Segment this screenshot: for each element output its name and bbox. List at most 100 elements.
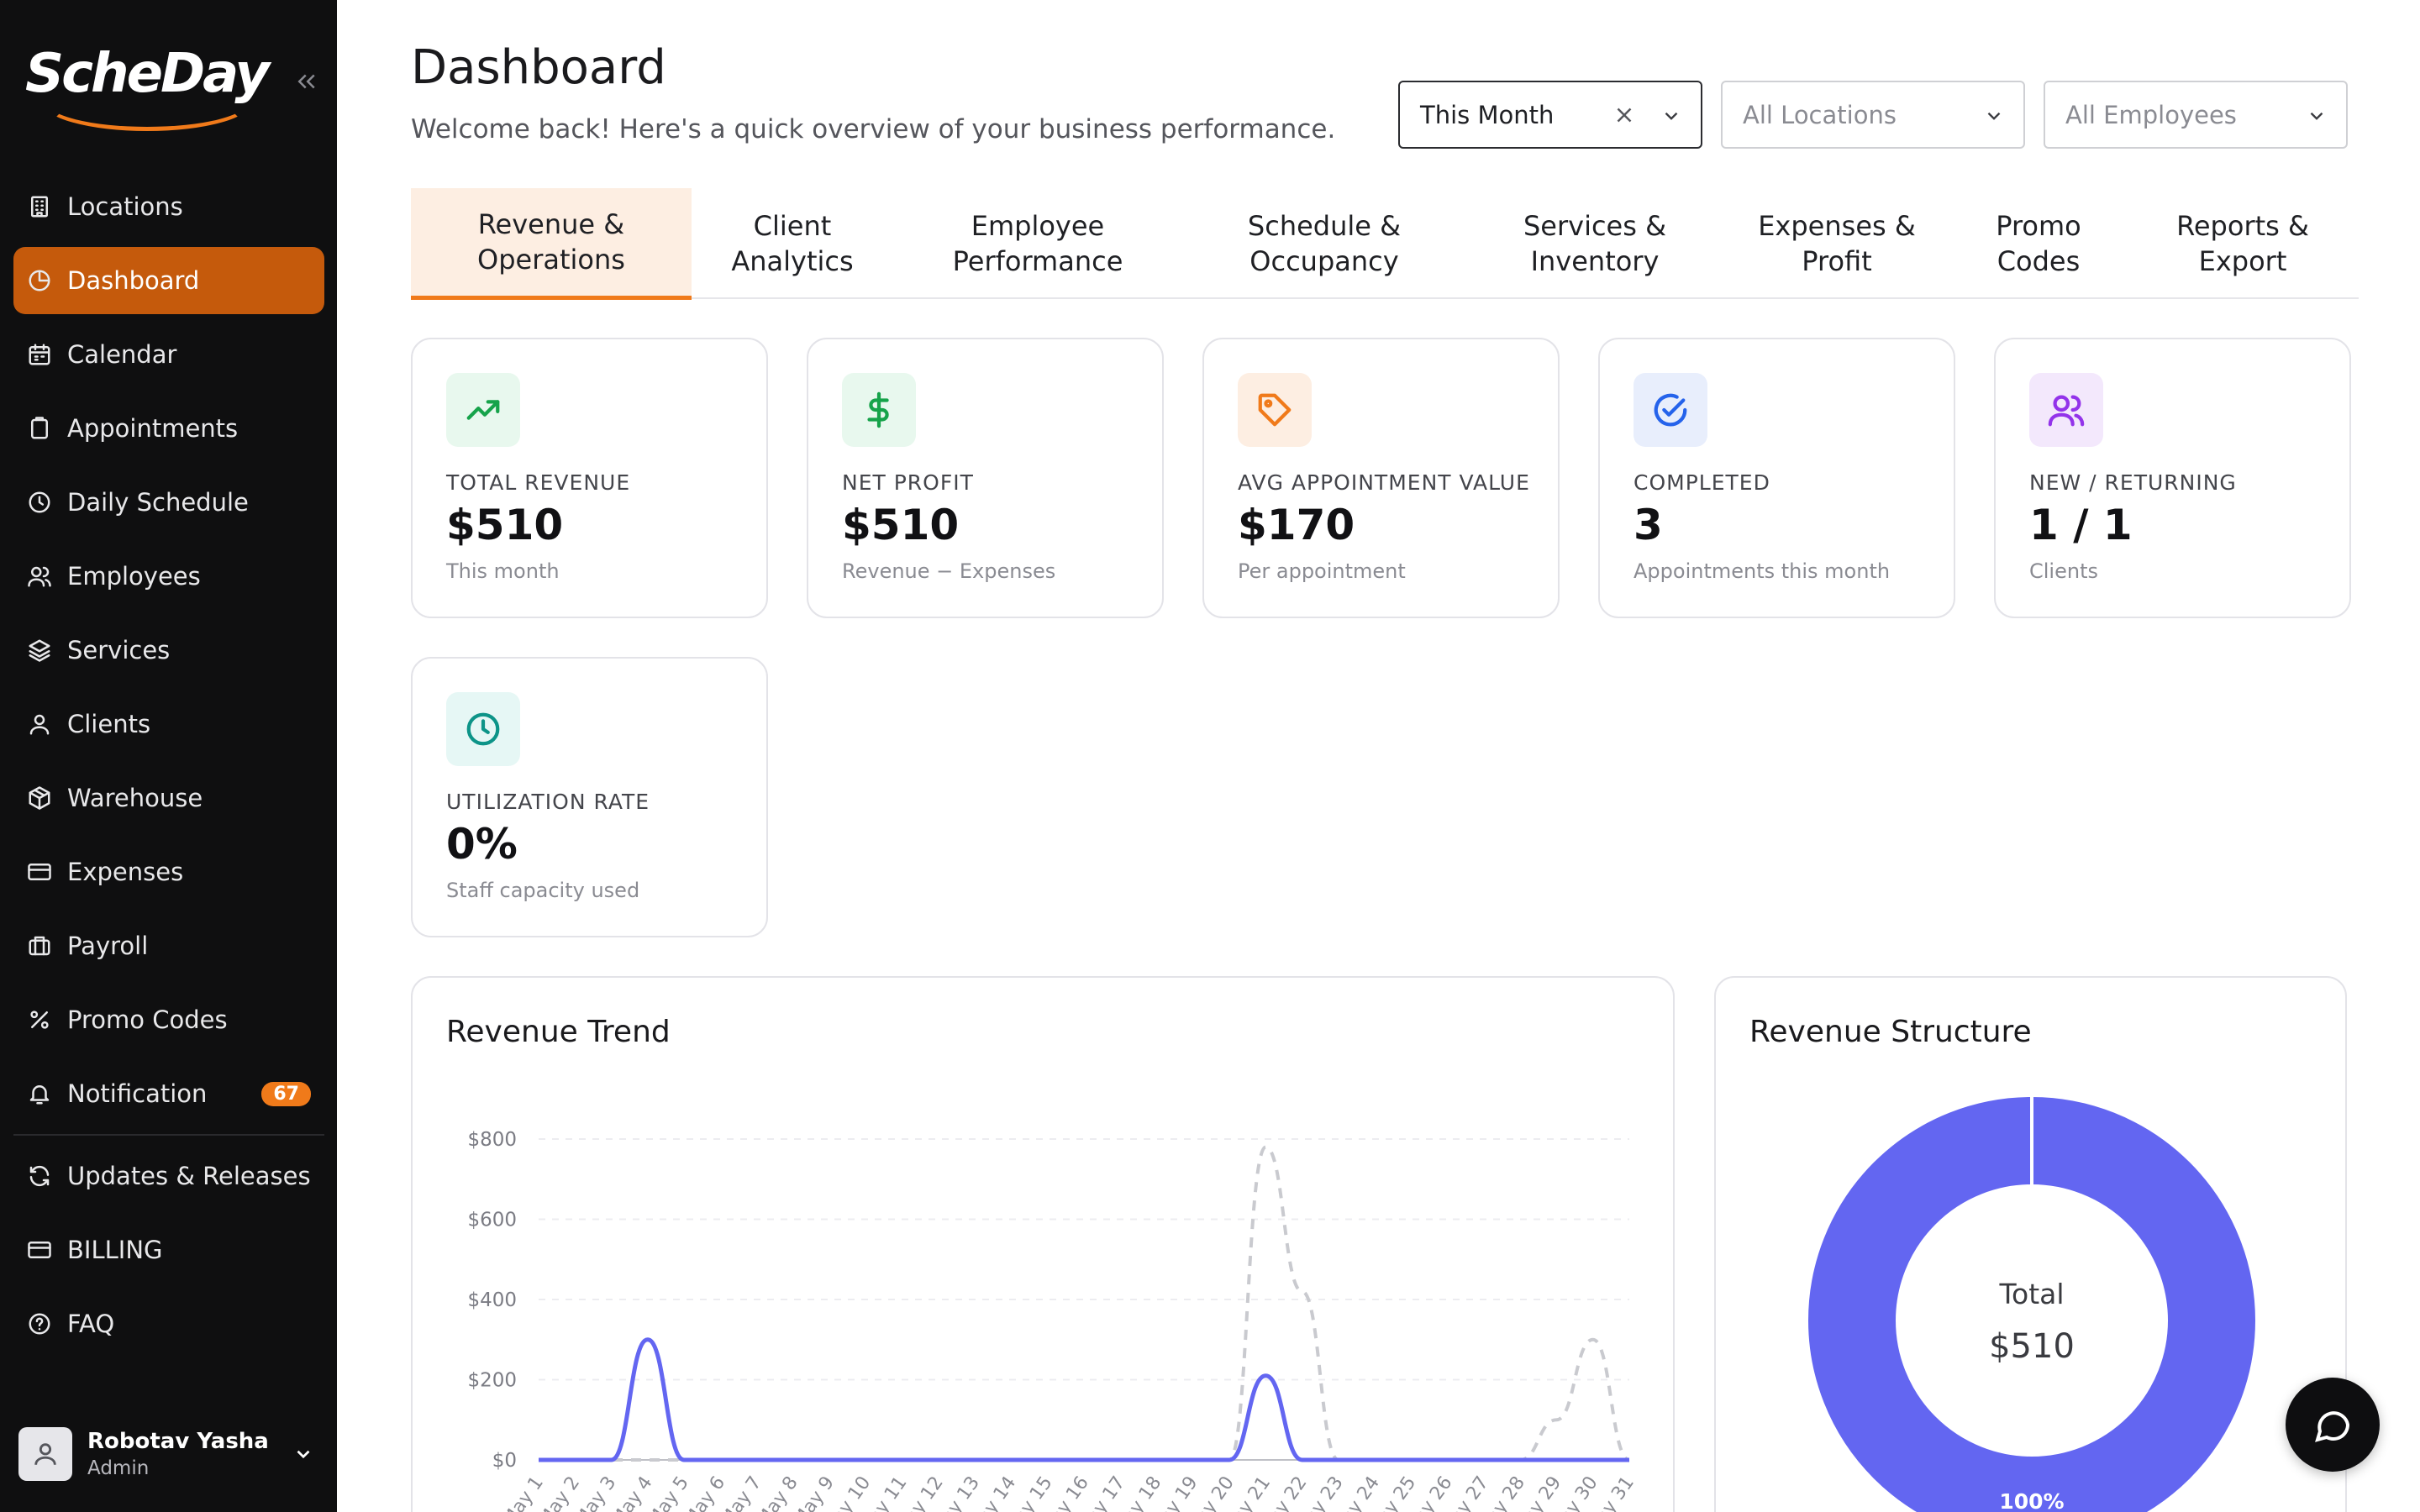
employees-placeholder: All Employees [2065,100,2237,129]
sidebar-item-label: Employees [67,562,201,591]
avatar [18,1427,72,1481]
sidebar-item-daily-schedule[interactable]: Daily Schedule [13,469,324,536]
sidebar-item-clients[interactable]: Clients [13,690,324,758]
stat-card-completed: COMPLETED 3 Appointments this month [1598,338,1955,618]
sidebar-item-label: Notification [67,1079,208,1108]
stat-note: Appointments this month [1634,559,1891,583]
check-circle-icon [1634,373,1707,447]
sidebar-item-updates-releases[interactable]: Updates & Releases [13,1142,324,1210]
y-tick-label: $400 [467,1289,517,1311]
revenue-structure-title: Revenue Structure [1749,1015,2032,1049]
user-icon [27,711,52,737]
clock-icon [446,692,520,766]
sidebar-divider [13,1134,324,1136]
chat-button[interactable] [2286,1378,2380,1472]
layers-icon [27,638,52,663]
stat-value: $170 [1238,501,1355,549]
stat-note: Staff capacity used [446,879,640,902]
dashboard-tabs: Revenue & Operations Client Analytics Em… [411,188,2359,300]
sidebar-item-billing[interactable]: BILLING [13,1216,324,1284]
sidebar-item-label: BILLING [67,1236,163,1264]
package-icon [27,785,52,811]
users-icon [2029,373,2103,447]
sidebar-item-payroll[interactable]: Payroll [13,912,324,979]
stat-note: This month [446,559,560,583]
sidebar-item-label: Calendar [67,340,177,369]
chevron-down-icon[interactable] [292,1443,314,1468]
donut-center-label: Total [1998,1278,2064,1310]
calendar-icon [27,342,52,367]
revenue-structure-panel: Revenue Structure Total $510 100% [1714,976,2347,1512]
stat-card-utilization-rate: UTILIZATION RATE 0% Staff capacity used [411,657,768,937]
stat-card-total-revenue: TOTAL REVENUE $510 This month [411,338,768,618]
stat-note: Per appointment [1238,559,1406,583]
y-tick-label: $0 [492,1450,517,1472]
trending-up-icon [446,373,520,447]
locations-select[interactable]: All Locations [1721,81,2025,149]
sidebar-item-calendar[interactable]: Calendar [13,321,324,388]
sidebar-item-warehouse[interactable]: Warehouse [13,764,324,832]
sidebar-item-faq[interactable]: FAQ [13,1290,324,1357]
period-select[interactable]: This Month [1398,81,1702,149]
tab-expenses-profit[interactable]: Expenses & Profit [1758,210,1916,277]
sidebar-item-label: Expenses [67,858,184,886]
sidebar-item-label: Appointments [67,414,239,443]
pie-chart-icon [27,268,52,293]
notification-badge: 67 [261,1082,311,1106]
stat-card-net-profit: NET PROFIT $510 Revenue − Expenses [807,338,1164,618]
sidebar-item-label: Warehouse [67,784,203,812]
tab-revenue-operations[interactable]: Revenue & Operations [411,188,692,300]
revenue-trend-title: Revenue Trend [446,1015,671,1049]
clipboard-icon [27,416,52,441]
tab-client-analytics[interactable]: Client Analytics [731,210,854,277]
sidebar-item-label: Clients [67,710,151,738]
user-profile[interactable]: Robotav Yasha Admin [18,1425,321,1483]
collapse-sidebar-icon[interactable] [294,69,319,94]
stat-note: Clients [2029,559,2098,583]
stat-card-avg-appointment-value: AVG APPOINTMENT VALUE $170 Per appointment [1202,338,1560,618]
sidebar-item-services[interactable]: Services [13,617,324,684]
user-role: Admin [87,1457,150,1479]
stat-value: 3 [1634,501,1663,549]
sidebar-item-label: Dashboard [67,266,200,295]
tab-schedule-occupancy[interactable]: Schedule & Occupancy [1247,210,1402,277]
chevron-down-icon [2306,104,2328,133]
sidebar-item-label: Locations [67,192,183,221]
stat-value: 0% [446,820,518,869]
y-tick-label: $800 [467,1129,517,1151]
sidebar-item-expenses[interactable]: Expenses [13,838,324,906]
sidebar-item-notification[interactable]: Notification 67 [13,1060,324,1127]
tab-employee-performance[interactable]: Employee Performance [952,210,1123,277]
tab-services-inventory[interactable]: Services & Inventory [1523,210,1667,277]
stat-label: AVG APPOINTMENT VALUE [1238,470,1530,495]
sidebar-item-employees[interactable]: Employees [13,543,324,610]
clear-icon[interactable] [1612,102,1637,134]
slice-percent-label: 100% [1999,1489,2064,1512]
sidebar-item-locations[interactable]: Locations [13,173,324,240]
revenue-structure-chart: Total $510 100% [1808,1096,2255,1512]
stat-label: NEW / RETURNING [2029,470,2237,495]
sidebar-item-appointments[interactable]: Appointments [13,395,324,462]
app-logo[interactable]: ScheDay [25,47,270,131]
tab-promo-codes[interactable]: Promo Codes [1996,210,2081,277]
period-value: This Month [1420,100,1555,129]
tag-icon [1238,373,1312,447]
sidebar-item-label: Daily Schedule [67,488,249,517]
credit-card-icon [27,859,52,885]
tab-reports-export[interactable]: Reports & Export [2176,210,2309,277]
stat-card-new-returning: NEW / RETURNING 1 / 1 Clients [1994,338,2351,618]
stat-note: Revenue − Expenses [842,559,1056,583]
series-line-2 [539,1145,1630,1462]
bell-icon [27,1081,52,1106]
sidebar-item-dashboard[interactable]: Dashboard [13,247,324,314]
donut-center-value: $510 [1989,1327,2075,1366]
employees-select[interactable]: All Employees [2044,81,2348,149]
stat-value: $510 [842,501,960,549]
sidebar-item-promo-codes[interactable]: Promo Codes [13,986,324,1053]
sidebar-item-label: Updates & Releases [67,1162,311,1190]
chevron-down-icon [1660,104,1682,133]
user-name: Robotav Yasha [87,1429,269,1454]
y-tick-label: $600 [467,1210,517,1231]
sidebar-item-label: Payroll [67,932,149,960]
